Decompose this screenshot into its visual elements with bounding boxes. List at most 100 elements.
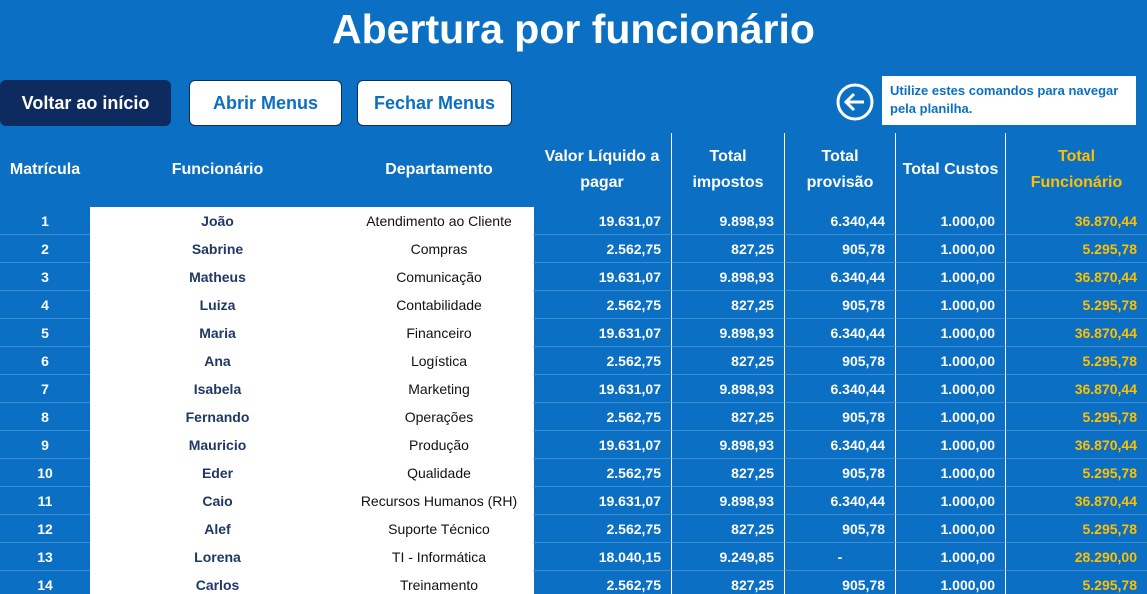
title: Abertura por funcionário: [332, 6, 815, 52]
table-cell: 2: [0, 235, 90, 263]
table-cell: 3: [0, 263, 90, 291]
table-cell: 9.898,93: [671, 207, 784, 235]
table-cell: Logística: [410, 353, 468, 369]
column-header: Valor Líquido a pagar: [544, 148, 660, 191]
table-cell: 11: [0, 487, 90, 515]
column-header: Matrícula: [9, 161, 81, 178]
table-cell: 905,78: [784, 571, 895, 594]
table-cell: 6.340,44: [784, 263, 895, 291]
table-cell: Produção: [409, 437, 469, 453]
table-cell: 36.870,44: [1005, 319, 1147, 347]
table-cell: 2.562,75: [533, 571, 671, 594]
table-cell: 827,25: [671, 459, 784, 487]
table-cell: 19.631,07: [533, 319, 671, 347]
table-cell: 9.898,93: [671, 319, 784, 347]
table-cell: 827,25: [671, 235, 784, 263]
table-cell: Mauricio: [188, 437, 247, 453]
table-cell: 1.000,00: [895, 515, 1005, 543]
column-header: Funcionário: [171, 161, 264, 178]
table-cell: 1: [0, 207, 90, 235]
table-cell: 8: [0, 403, 90, 431]
button[interactable]: Abrir Menus: [189, 80, 342, 126]
table-cell: Operações: [404, 409, 474, 425]
table-cell: 6.340,44: [784, 431, 895, 459]
table-cell: 9.898,93: [671, 263, 784, 291]
table-cell: 18.040,15: [533, 543, 671, 571]
table-cell: TI - Informática: [391, 549, 487, 565]
column-header: Departamento: [385, 161, 493, 178]
white-area: [90, 207, 533, 594]
table-cell: 1.000,00: [895, 571, 1005, 594]
table-cell: 5.295,78: [1005, 459, 1147, 487]
table-cell: 1.000,00: [895, 207, 1005, 235]
table-cell: 6: [0, 347, 90, 375]
table-cell: 2.562,75: [533, 403, 671, 431]
table-cell: 1.000,00: [895, 347, 1005, 375]
table-cell: 6.340,44: [784, 319, 895, 347]
table-cell: 5.295,78: [1005, 403, 1147, 431]
table-cell: Luiza: [199, 297, 236, 313]
table-cell: Caio: [202, 493, 233, 509]
table-cell: 905,78: [784, 235, 895, 263]
table-cell: 6.340,44: [784, 375, 895, 403]
table-cell: 6.340,44: [784, 487, 895, 515]
table-cell: 1.000,00: [895, 459, 1005, 487]
table-cell: Recursos Humanos (RH): [360, 493, 518, 509]
table-cell: Financeiro: [406, 325, 472, 341]
table-cell: 19.631,07: [533, 207, 671, 235]
table-cell: 1.000,00: [895, 235, 1005, 263]
table-cell: 827,25: [671, 515, 784, 543]
table-cell: Comunicação: [396, 269, 482, 285]
table-cell: 2.562,75: [533, 291, 671, 319]
table-cell: 19.631,07: [533, 431, 671, 459]
table-cell: -: [784, 543, 895, 571]
table-cell: Lorena: [194, 549, 241, 565]
button[interactable]: Fechar Menus: [357, 80, 512, 126]
table-cell: 1.000,00: [895, 291, 1005, 319]
table-cell: 36.870,44: [1005, 487, 1147, 515]
table-cell: Fernando: [185, 409, 250, 425]
table-cell: 36.870,44: [1005, 263, 1147, 291]
table-cell: 1.000,00: [895, 487, 1005, 515]
table-cell: Marketing: [408, 381, 470, 397]
table-cell: Ana: [204, 353, 231, 369]
table-cell: 827,25: [671, 571, 784, 594]
column-header: Total Custos: [895, 133, 1005, 207]
table-cell: 2.562,75: [533, 347, 671, 375]
table-cell: 827,25: [671, 347, 784, 375]
table-cell: 1.000,00: [895, 319, 1005, 347]
table-cell: 2.562,75: [533, 459, 671, 487]
column-header: Total impostos: [671, 133, 784, 207]
table-cell: 5.295,78: [1005, 515, 1147, 543]
table-cell: 905,78: [784, 403, 895, 431]
table-cell: 2.562,75: [533, 235, 671, 263]
table-cell: Contabilidade: [396, 297, 482, 313]
table-cell: 827,25: [671, 291, 784, 319]
table-cell: 9.898,93: [671, 487, 784, 515]
table-cell: 10: [0, 459, 90, 487]
back-icon[interactable]: [835, 82, 875, 122]
table-cell: 19.631,07: [533, 487, 671, 515]
table-cell: Qualidade: [407, 465, 471, 481]
table-cell: Eder: [201, 465, 234, 481]
table-cell: 5.295,78: [1005, 291, 1147, 319]
table-cell: Suporte Técnico: [388, 521, 490, 537]
table-cell: 1.000,00: [895, 431, 1005, 459]
table-cell: 19.631,07: [533, 263, 671, 291]
table-cell: 5.295,78: [1005, 347, 1147, 375]
table-cell: Treinamento: [399, 577, 479, 593]
table-cell: 1.000,00: [895, 403, 1005, 431]
table-cell: Matheus: [189, 269, 246, 285]
column-header: Total Funcionário: [1005, 133, 1147, 207]
table-cell: 905,78: [784, 291, 895, 319]
table-cell: 36.870,44: [1005, 375, 1147, 403]
table-cell: 19.631,07: [533, 375, 671, 403]
table-cell: Carlos: [195, 577, 240, 593]
table-cell: Compras: [410, 241, 468, 257]
table-cell: Maria: [199, 325, 236, 341]
table-cell: 13: [0, 543, 90, 571]
table-cell: 1.000,00: [895, 263, 1005, 291]
button[interactable]: Voltar ao início: [0, 80, 171, 126]
table-cell: 5.295,78: [1005, 235, 1147, 263]
table-cell: 5.295,78: [1005, 571, 1147, 594]
